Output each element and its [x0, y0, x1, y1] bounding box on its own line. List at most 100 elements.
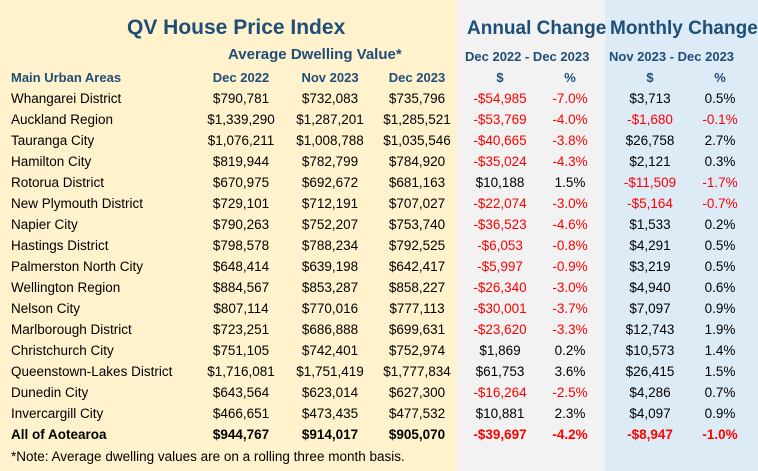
value-dec2022: $944,767	[212, 427, 270, 442]
area-name: Marlborough District	[11, 322, 132, 337]
column-header-monthly-pct: %	[714, 70, 726, 85]
annual-change-dollar: -$6,053	[477, 238, 523, 253]
value-nov2023: $742,401	[301, 343, 359, 358]
annual-change-dollar: -$36,523	[473, 217, 527, 232]
column-header-area: Main Urban Areas	[11, 70, 122, 85]
monthly-change-pct: 1.9%	[704, 322, 736, 337]
value-dec2022: $1,076,211	[207, 133, 275, 148]
monthly-change-pct: 0.2%	[704, 217, 736, 232]
area-name: Nelson City	[11, 301, 81, 316]
page-title: QV House Price Index	[127, 16, 346, 39]
monthly-change-pct: 0.9%	[704, 301, 736, 316]
monthly-change-pct: 1.4%	[704, 343, 736, 358]
annual-change-title: Annual Change	[467, 18, 607, 39]
value-nov2023: $473,435	[301, 406, 359, 421]
area-name: Dunedin City	[11, 385, 89, 400]
monthly-change-pct: -0.7%	[702, 196, 738, 211]
value-dec2023: $477,532	[388, 406, 446, 421]
annual-change-dollar: -$39,697	[473, 427, 527, 442]
area-name: Rotorua District	[11, 175, 105, 190]
monthly-change-panel	[605, 0, 758, 471]
monthly-change-pct: 0.5%	[704, 91, 736, 106]
monthly-change-dollar: -$5,164	[627, 196, 673, 211]
column-header-dec2022: Dec 2022	[212, 70, 270, 85]
footnote: *Note: Average dwelling values are on a …	[11, 449, 405, 464]
value-dec2022: $819,944	[212, 154, 270, 169]
monthly-change-dollar: -$1,680	[627, 112, 673, 127]
area-name: Napier City	[11, 217, 78, 232]
value-nov2023: $639,198	[301, 259, 359, 274]
value-dec2023: $1,777,834	[383, 364, 451, 379]
annual-change-pct: -0.9%	[552, 259, 588, 274]
annual-change-period: Dec 2022 - Dec 2023	[465, 49, 590, 64]
monthly-change-dollar: $26,758	[625, 133, 675, 148]
annual-change-dollar: -$26,340	[473, 280, 527, 295]
monthly-change-pct: 0.5%	[704, 238, 736, 253]
monthly-change-dollar: $26,415	[625, 364, 675, 379]
area-name: Hastings District	[11, 238, 109, 253]
value-dec2023: $707,027	[388, 196, 446, 211]
value-dec2023: $735,796	[388, 91, 446, 106]
monthly-change-pct: 0.9%	[704, 406, 736, 421]
value-nov2023: $853,287	[301, 280, 359, 295]
value-dec2023: $753,740	[388, 217, 446, 232]
monthly-change-dollar: $3,713	[629, 91, 671, 106]
monthly-change-dollar: $4,291	[629, 238, 671, 253]
value-nov2023: $1,751,419	[296, 364, 364, 379]
monthly-change-dollar: $1,533	[629, 217, 671, 232]
value-dec2022: $790,781	[212, 91, 270, 106]
value-dec2023: $792,525	[388, 238, 446, 253]
value-dec2022: $807,114	[213, 301, 269, 316]
value-dec2022: $643,564	[212, 385, 270, 400]
value-nov2023: $686,888	[301, 322, 359, 337]
monthly-change-pct: 0.5%	[704, 259, 736, 274]
value-dec2023: $627,300	[388, 385, 446, 400]
monthly-change-dollar: $4,286	[629, 385, 671, 400]
value-dec2022: $790,263	[212, 217, 270, 232]
column-header-annual-pct: %	[564, 70, 576, 85]
annual-change-dollar: $10,881	[475, 406, 525, 421]
value-nov2023: $782,799	[301, 154, 359, 169]
annual-change-pct: 0.2%	[554, 343, 586, 358]
value-dec2022: $723,251	[212, 322, 270, 337]
annual-change-pct: -4.2%	[552, 427, 588, 442]
monthly-change-period: Nov 2023 - Dec 2023	[609, 49, 735, 64]
annual-change-panel	[457, 0, 605, 471]
annual-change-dollar: -$30,001	[473, 301, 527, 316]
monthly-change-dollar: $3,219	[629, 259, 671, 274]
value-dec2022: $670,975	[212, 175, 270, 190]
value-dec2023: $905,070	[388, 427, 446, 442]
values-subtitle: Average Dwelling Value*	[228, 46, 402, 63]
annual-change-pct: -0.8%	[552, 238, 588, 253]
annual-change-pct: -7.0%	[552, 91, 588, 106]
annual-change-pct: -4.3%	[552, 154, 588, 169]
annual-change-pct: -2.5%	[552, 385, 588, 400]
value-nov2023: $914,017	[301, 427, 359, 442]
area-name: Whangarei District	[11, 91, 122, 106]
area-name: Auckland Region	[11, 112, 114, 127]
value-dec2022: $798,578	[212, 238, 270, 253]
monthly-change-dollar: $4,097	[629, 406, 671, 421]
annual-change-dollar: -$40,665	[473, 133, 527, 148]
value-nov2023: $712,191	[301, 196, 359, 211]
monthly-change-pct: 1.5%	[704, 364, 736, 379]
value-nov2023: $1,008,788	[296, 133, 364, 148]
value-nov2023: $770,016	[301, 301, 359, 316]
value-dec2022: $466,651	[212, 406, 270, 421]
value-dec2022: $648,414	[212, 259, 270, 274]
value-dec2023: $777,113	[389, 301, 445, 316]
area-name: Hamilton City	[11, 154, 92, 169]
values-panel	[0, 0, 457, 471]
value-nov2023: $752,207	[301, 217, 359, 232]
annual-change-pct: -3.0%	[552, 196, 588, 211]
annual-change-pct: -4.0%	[552, 112, 588, 127]
annual-change-pct: -3.8%	[552, 133, 588, 148]
column-header-annual-dollar: $	[496, 70, 504, 85]
monthly-change-dollar: $7,097	[629, 301, 671, 316]
value-dec2023: $699,631	[388, 322, 446, 337]
annual-change-pct: -3.7%	[552, 301, 588, 316]
value-dec2022: $884,567	[212, 280, 270, 295]
monthly-change-pct: -1.7%	[702, 175, 738, 190]
annual-change-dollar: -$53,769	[473, 112, 527, 127]
monthly-change-dollar: $4,940	[629, 280, 671, 295]
